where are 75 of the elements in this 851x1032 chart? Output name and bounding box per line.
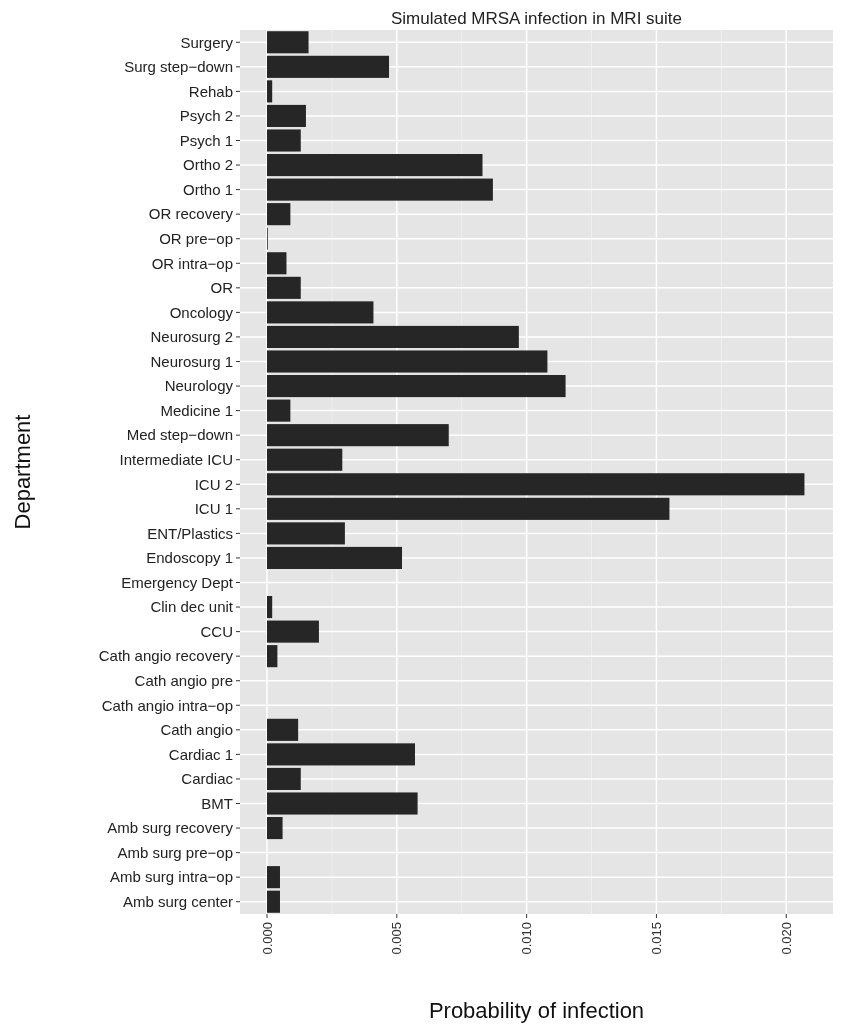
bar [267, 620, 319, 643]
bar [267, 301, 374, 324]
y-tick-label: Oncology [169, 303, 234, 321]
bar [267, 792, 418, 815]
bar [267, 80, 273, 103]
y-tick-label: OR intra−op [151, 254, 233, 272]
x-tick-label: 0.020 [778, 922, 794, 955]
y-tick-label: Surgery [180, 33, 234, 51]
bar [267, 767, 301, 790]
y-tick-label: Cath angio intra−op [101, 696, 233, 714]
y-tick-label: OR pre−op [159, 229, 233, 247]
bar [267, 129, 301, 152]
y-tick-label: ENT/Plastics [147, 524, 233, 542]
y-tick-label: Emergency Dept [121, 573, 234, 591]
y-axis-title: Department [10, 414, 35, 530]
y-tick-label: Amb surg recovery [107, 819, 234, 837]
y-tick-label: ICU 1 [194, 500, 233, 518]
y-tick-label: Ortho 2 [182, 156, 233, 174]
y-tick-label: Amb surg pre−op [117, 843, 233, 861]
y-tick-label: Amb surg intra−op [110, 868, 233, 886]
y-tick-label: CCU [200, 622, 233, 640]
y-tick-label: Endoscopy 1 [146, 549, 233, 567]
bar [267, 375, 566, 398]
bar [267, 104, 306, 127]
y-tick-label: Intermediate ICU [119, 450, 233, 468]
y-tick-label: Med step−down [126, 426, 233, 444]
y-tick-label: Surg step−down [124, 58, 233, 76]
bar [267, 276, 301, 299]
y-tick-label: Cath angio [160, 721, 233, 739]
y-tick-label: OR [210, 279, 234, 297]
bar [267, 350, 548, 373]
y-tick-label: Psych 1 [179, 131, 233, 149]
bar [267, 645, 278, 668]
x-tick-label: 0.000 [259, 922, 275, 955]
bar [267, 546, 403, 569]
y-tick-label: Ortho 1 [182, 180, 233, 198]
bar [267, 154, 483, 177]
y-tick-label: OR recovery [148, 205, 234, 223]
x-tick-label: 0.015 [649, 922, 664, 955]
bar [267, 473, 805, 496]
y-tick-label: Neurosurg 2 [150, 328, 233, 346]
y-tick-label: Cardiac 1 [168, 745, 233, 763]
y-tick-label: Neurology [164, 377, 234, 395]
bar [267, 817, 283, 840]
y-tick-label: Rehab [188, 82, 233, 100]
y-tick-label: Cardiac [181, 770, 234, 788]
y-tick-label: Clin dec unit [150, 598, 234, 616]
bar [267, 890, 280, 913]
bar [267, 718, 299, 741]
bar [267, 596, 273, 619]
x-tick-label: 0.010 [519, 922, 535, 955]
bar [267, 424, 449, 447]
y-tick-label: Medicine 1 [160, 401, 233, 419]
x-tick-label: 0.005 [389, 922, 405, 955]
bar [267, 252, 287, 275]
y-tick-label: Cath angio recovery [98, 647, 234, 665]
chart-title: Simulated MRSA infection in MRI suite [390, 9, 683, 28]
bar [267, 325, 519, 348]
bar [267, 448, 343, 471]
x-axis-title: Probability of infection [428, 998, 645, 1023]
bar [267, 497, 670, 520]
y-tick-label: Amb surg center [122, 892, 233, 910]
bar [267, 866, 280, 889]
y-tick-label: Cath angio pre [134, 671, 233, 689]
bar [267, 743, 415, 766]
bar [267, 178, 493, 201]
bar [267, 399, 291, 422]
bar [267, 203, 291, 226]
y-tick-label: ICU 2 [194, 475, 233, 493]
y-tick-label: Psych 2 [179, 107, 233, 125]
y-tick-label: BMT [201, 794, 233, 812]
bar [267, 31, 309, 54]
bar [267, 522, 345, 545]
bar [267, 55, 390, 78]
y-tick-label: Neurosurg 1 [150, 352, 233, 370]
